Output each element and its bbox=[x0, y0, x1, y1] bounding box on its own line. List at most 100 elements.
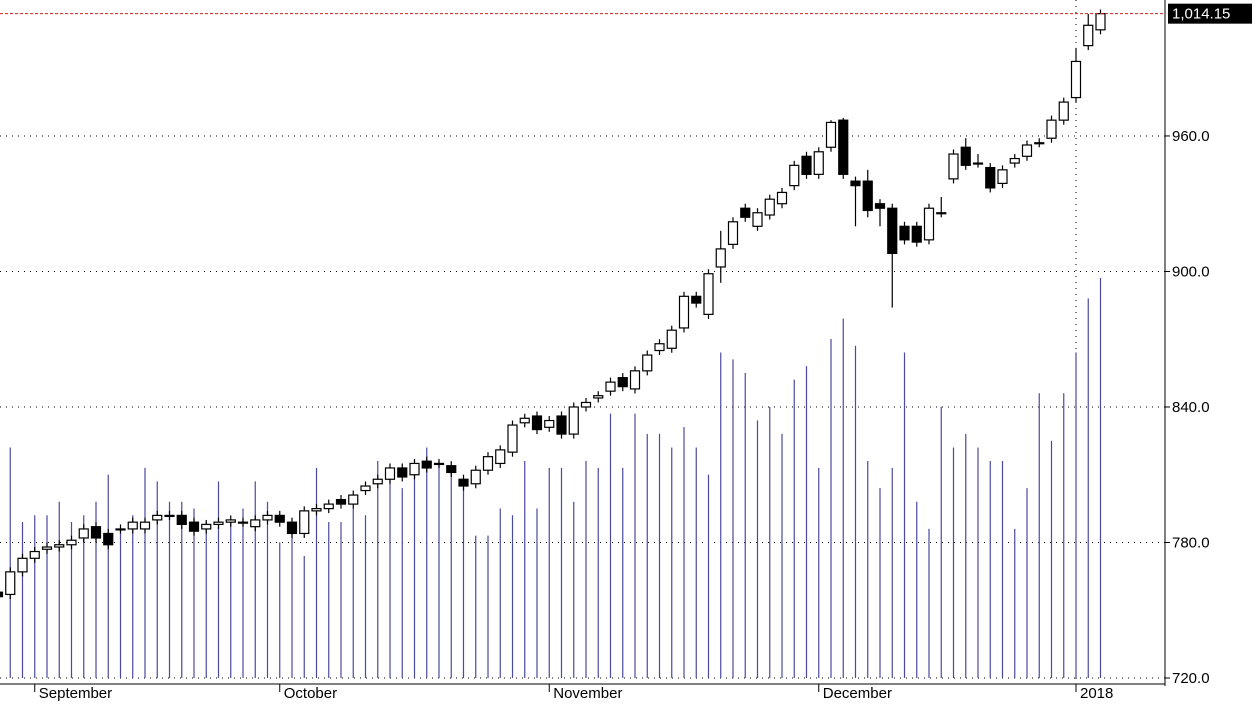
y-tick-label: 720.0 bbox=[1172, 670, 1210, 687]
candle-body bbox=[225, 519, 236, 523]
candle-body bbox=[29, 550, 40, 559]
candle-body bbox=[531, 415, 543, 431]
candle-body bbox=[299, 510, 310, 535]
candle-body bbox=[1083, 24, 1094, 47]
candle-body bbox=[0, 591, 4, 598]
candle-body bbox=[580, 401, 592, 408]
y-tick-label: 900.0 bbox=[1172, 263, 1210, 280]
candle-body bbox=[825, 121, 837, 148]
candle-body bbox=[666, 329, 677, 349]
candle-body bbox=[458, 478, 469, 487]
candle-body bbox=[972, 162, 984, 165]
candle-body bbox=[801, 155, 812, 175]
candle-body bbox=[985, 166, 996, 189]
candle-body bbox=[188, 521, 200, 532]
candle-body bbox=[556, 415, 567, 435]
candle-body bbox=[384, 467, 396, 480]
candle-body bbox=[911, 225, 922, 243]
candle-body bbox=[1070, 60, 1082, 99]
candle-body bbox=[237, 521, 249, 524]
candle-body bbox=[1046, 119, 1057, 139]
candle-body bbox=[960, 146, 971, 166]
candle-body bbox=[740, 207, 751, 218]
candle-body bbox=[164, 514, 175, 517]
candle-body bbox=[286, 521, 298, 535]
candle-body bbox=[899, 225, 910, 241]
candle-body bbox=[776, 191, 788, 205]
candle-body bbox=[1021, 144, 1033, 157]
candle-body bbox=[201, 523, 212, 530]
candle-body bbox=[1009, 157, 1020, 164]
candle-body bbox=[593, 395, 604, 399]
candle-body bbox=[495, 449, 506, 465]
candle-body bbox=[213, 521, 224, 526]
candle-body bbox=[433, 462, 445, 466]
candle-body bbox=[397, 467, 408, 478]
candle-body bbox=[115, 528, 126, 531]
candle-body bbox=[507, 424, 518, 453]
candle-body bbox=[90, 526, 102, 539]
y-tick-label: 960.0 bbox=[1172, 128, 1210, 145]
candle-body bbox=[617, 377, 628, 388]
candle-body bbox=[262, 514, 273, 521]
candle-body bbox=[335, 498, 347, 505]
candle-body bbox=[323, 503, 334, 510]
candle-body bbox=[887, 207, 898, 255]
candle-body bbox=[17, 557, 28, 573]
candle-body bbox=[948, 153, 959, 180]
candle-body bbox=[654, 343, 665, 352]
candle-body bbox=[1058, 101, 1069, 121]
candle-body bbox=[568, 406, 579, 435]
candle-body bbox=[421, 460, 432, 469]
x-tick-label: September bbox=[39, 685, 112, 702]
candle-body bbox=[274, 514, 285, 523]
candle-body bbox=[862, 180, 873, 212]
candle-body bbox=[5, 571, 16, 596]
last-value-box bbox=[1168, 3, 1252, 24]
candle-body bbox=[838, 119, 849, 175]
last-value-label: 1,014.15 bbox=[1172, 6, 1230, 23]
candle-body bbox=[544, 419, 555, 428]
candle-body bbox=[715, 248, 726, 268]
candle-body bbox=[1095, 13, 1106, 31]
x-tick-label: November bbox=[553, 685, 622, 702]
candle-body bbox=[176, 514, 187, 526]
candle-body bbox=[127, 521, 138, 530]
candle-body bbox=[923, 207, 935, 241]
candle-body bbox=[519, 417, 530, 424]
candle-body bbox=[360, 485, 371, 492]
candle-body bbox=[605, 381, 616, 392]
candle-body bbox=[691, 295, 702, 304]
candle-body bbox=[78, 528, 89, 539]
candle-body bbox=[311, 508, 322, 512]
candle-body bbox=[629, 370, 641, 390]
y-tick-label: 780.0 bbox=[1172, 534, 1210, 551]
candle-body bbox=[348, 494, 359, 505]
candle-body bbox=[139, 521, 151, 530]
candle-body bbox=[678, 295, 690, 329]
candle-body bbox=[752, 212, 763, 227]
candle-body bbox=[874, 203, 886, 209]
x-tick-label: December bbox=[823, 685, 892, 702]
candle-body bbox=[1034, 142, 1045, 145]
candle-body bbox=[54, 544, 65, 548]
x-tick-label: October bbox=[284, 685, 337, 702]
candle-body bbox=[764, 198, 775, 216]
candle-body bbox=[66, 539, 77, 546]
candle-body bbox=[813, 151, 824, 175]
candle-body bbox=[936, 212, 947, 215]
candle-body bbox=[152, 514, 163, 521]
candle-body bbox=[41, 546, 53, 550]
candle-body bbox=[470, 469, 481, 485]
candle-body bbox=[850, 180, 861, 187]
candle-body bbox=[997, 169, 1008, 184]
candle-body bbox=[482, 456, 494, 471]
candle-body bbox=[446, 465, 457, 474]
x-tick-label: 2018 bbox=[1080, 685, 1113, 702]
candle-body bbox=[409, 462, 420, 476]
candle-body bbox=[789, 164, 800, 187]
candle-body bbox=[703, 273, 714, 315]
candle-body bbox=[103, 532, 114, 546]
candle-body bbox=[727, 221, 739, 245]
